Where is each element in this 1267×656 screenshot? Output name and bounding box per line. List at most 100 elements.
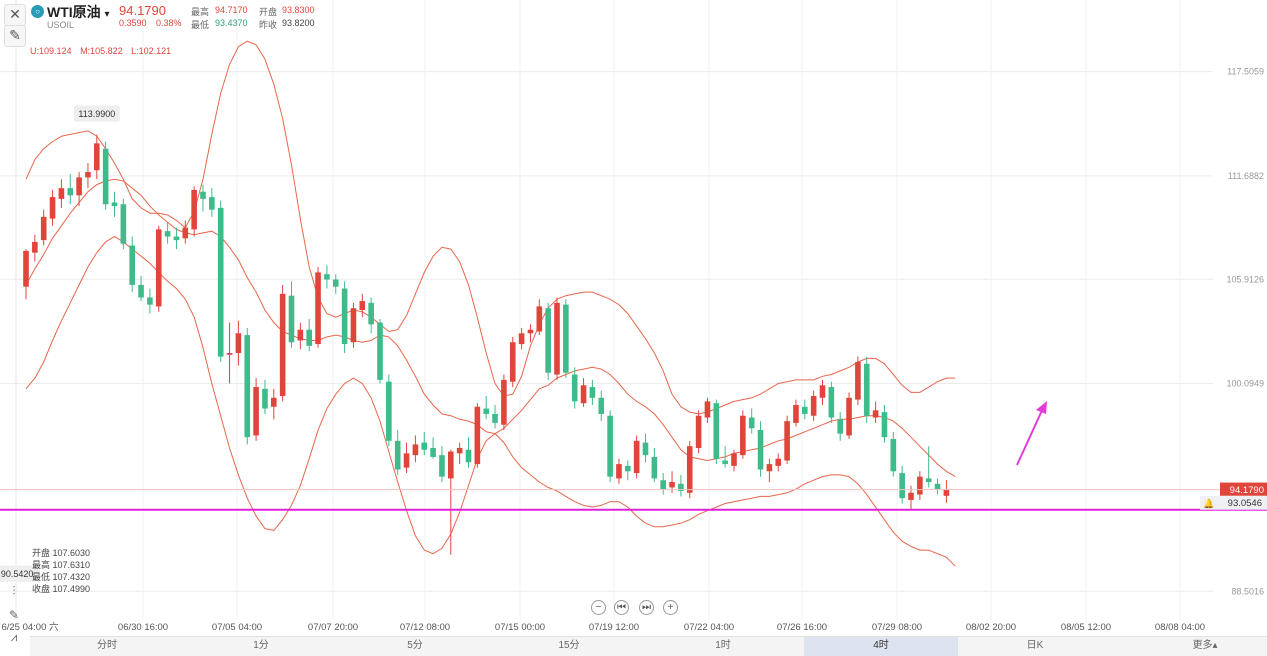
candle <box>32 234 38 262</box>
candle <box>164 222 171 244</box>
candle-body <box>563 304 569 373</box>
candle-body <box>217 207 224 357</box>
candle-body <box>748 417 755 429</box>
high-value: 94.7170 <box>215 5 248 15</box>
candle <box>306 318 312 352</box>
candle <box>917 471 923 500</box>
candle-body <box>846 397 852 436</box>
candle <box>651 447 658 483</box>
candle <box>863 356 870 423</box>
candle <box>934 478 941 495</box>
close-icon[interactable]: ✕ <box>4 4 26 26</box>
scroll-end-button[interactable]: ⏭ <box>639 600 654 615</box>
candle <box>111 191 118 217</box>
candle <box>394 430 401 475</box>
candle-body <box>235 333 242 354</box>
candle-body <box>448 451 454 479</box>
candle-body <box>908 492 914 500</box>
pencil-icon[interactable]: ✎ <box>8 608 20 622</box>
zoom-in-button[interactable]: + <box>663 600 678 615</box>
chart-type-icon[interactable]: ⩘ <box>10 630 18 644</box>
scroll-start-button[interactable]: ⏮ <box>614 600 629 615</box>
candle-body <box>226 353 233 355</box>
candle <box>660 473 666 495</box>
more-button[interactable]: 更多▴ <box>1192 640 1218 651</box>
candle-body <box>695 415 702 448</box>
candle <box>448 449 454 555</box>
candle-body <box>616 464 622 479</box>
open-label: 开盘 <box>259 7 278 17</box>
candle-body <box>651 456 658 479</box>
candle <box>332 274 339 294</box>
candle <box>509 336 516 388</box>
candle-body <box>580 385 587 404</box>
candle-body <box>660 480 666 490</box>
candle <box>253 378 259 441</box>
tab-15min[interactable]: 15分 <box>558 640 580 651</box>
candle-body <box>784 421 790 461</box>
candle <box>810 390 817 422</box>
candle-body <box>775 458 782 466</box>
chevron-down-icon[interactable]: ▾ <box>104 9 110 20</box>
candle <box>85 163 91 189</box>
candle-body <box>509 342 516 382</box>
candle <box>571 367 578 409</box>
candle <box>518 327 525 350</box>
candle-body <box>704 401 711 418</box>
draw-tool-icon[interactable]: ✎ <box>4 25 26 47</box>
candle <box>244 327 251 445</box>
candle <box>819 379 826 405</box>
price-tick-label: 105.9126 <box>1226 274 1264 284</box>
boll-middle: M:105.822 <box>80 46 123 56</box>
candle-body <box>403 453 410 468</box>
tab-daily[interactable]: 日K <box>1026 640 1044 651</box>
candle <box>235 320 242 366</box>
tab-1min[interactable]: 1分 <box>253 640 269 651</box>
min-label: 90.5420 <box>0 565 41 582</box>
candle-body <box>430 447 436 457</box>
tab-5min[interactable]: 5分 <box>407 640 423 651</box>
candle-body <box>386 381 392 441</box>
trend-arrow-head <box>1036 401 1047 414</box>
candle-body <box>899 473 905 499</box>
candle <box>589 379 596 405</box>
candle <box>439 446 445 483</box>
time-tick-label: 07/05 04:00 <box>212 622 262 633</box>
zoom-out-button[interactable]: − <box>591 600 606 615</box>
candle <box>925 446 932 488</box>
candle <box>226 322 233 384</box>
candle <box>155 225 162 312</box>
candle <box>731 449 737 472</box>
ohlc-open: 开盘 107.6030 <box>32 548 91 558</box>
candle <box>138 275 144 302</box>
indicator-icon[interactable]: ⫶ <box>12 584 16 598</box>
candle <box>695 410 702 454</box>
candle-body <box>394 440 401 470</box>
candle-body <box>164 231 171 237</box>
tab-1hour[interactable]: 1时 <box>715 640 731 651</box>
tab-4hour[interactable]: 4时 <box>804 637 958 656</box>
candle <box>191 186 197 237</box>
candle-body <box>757 430 764 470</box>
candle <box>324 265 330 289</box>
candle-body <box>554 302 560 375</box>
candle-body <box>40 216 47 241</box>
last-price-tag <box>1220 482 1267 497</box>
tab-timeshare[interactable]: 分时 <box>97 640 117 651</box>
candle <box>102 141 109 210</box>
boll-lower-line <box>25 235 956 567</box>
candle-body <box>182 227 189 239</box>
candle-body <box>855 361 861 400</box>
symbol-name[interactable]: WTI原油 ▾ <box>47 4 110 20</box>
candle <box>775 453 782 472</box>
open-value: 93.8300 <box>282 5 315 15</box>
time-tick-label: 08/08 04:00 <box>1155 622 1205 633</box>
candle-body <box>678 483 684 491</box>
high-label: 最高 <box>191 7 210 17</box>
candle <box>793 399 799 427</box>
candle-body <box>740 415 746 456</box>
candle-body <box>324 274 330 280</box>
candle-body <box>332 279 339 287</box>
candle-body <box>722 460 728 465</box>
